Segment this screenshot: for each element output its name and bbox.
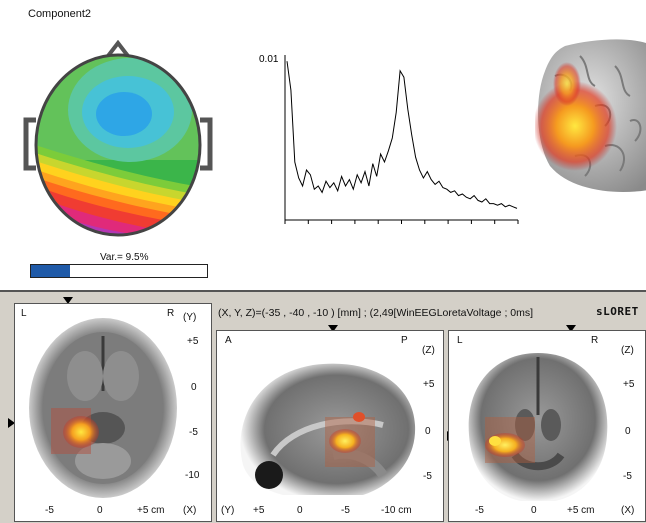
coronal-htick: -5 — [475, 505, 484, 516]
sloreta-brand: sLORET — [596, 305, 639, 318]
coronal-right-label: R — [591, 335, 599, 346]
sagittal-htick: 0 — [297, 505, 303, 516]
coronal-x-marker[interactable] — [566, 325, 576, 332]
sagittal-view[interactable]: A P (Z) +5 0 -5 (Y) +5 0 -5 -10 cm — [216, 330, 444, 522]
axial-axis-v: (Y) — [183, 312, 197, 323]
section-divider — [0, 290, 646, 292]
sagittal-vtick: +5 — [423, 379, 435, 390]
sagittal-vtick: 0 — [425, 426, 431, 437]
coronal-vtick: -5 — [623, 471, 632, 482]
coronal-slice-image — [468, 353, 608, 501]
axial-right-label: R — [167, 308, 175, 319]
coronal-htick: 0 — [531, 505, 537, 516]
spectrum-y-label: 0.01 — [259, 54, 279, 65]
axial-slice-image — [29, 318, 177, 498]
brain-3d-view — [535, 39, 646, 192]
variance-bar — [30, 264, 208, 278]
axial-unit: +5 cm — [137, 505, 165, 516]
variance-bar-fill — [31, 265, 70, 277]
left-ear-marker — [23, 117, 36, 171]
sagittal-slice-image — [240, 363, 416, 495]
sagittal-anterior-label: A — [225, 335, 232, 346]
axial-vtick: +5 — [187, 336, 199, 347]
variance-label: Var.= 9.5% — [100, 252, 149, 263]
sagittal-axis-v: (Z) — [422, 345, 435, 356]
axial-axis-h: (X) — [183, 505, 197, 516]
coronal-unit: +5 cm — [567, 505, 595, 516]
sagittal-axis-h: (Y) — [221, 505, 235, 516]
sagittal-posterior-label: P — [401, 335, 408, 346]
coronal-vtick: 0 — [625, 426, 631, 437]
scalp-topomap — [23, 40, 213, 237]
axial-vtick: 0 — [191, 382, 197, 393]
axial-htick: -5 — [45, 505, 54, 516]
coordinate-readout: (X, Y, Z)=(-35 , -40 , -10 ) [mm] ; (2,4… — [218, 307, 534, 319]
axial-view[interactable]: L R (Y) +5 0 -5 -10 -5 0 +5 cm (X) — [14, 303, 212, 522]
sagittal-htick: -5 — [341, 505, 350, 516]
spectrum-line — [286, 61, 518, 209]
axial-y-marker[interactable] — [8, 418, 15, 428]
coronal-axis-v: (Z) — [621, 345, 634, 356]
coronal-view[interactable]: L R (Z) +5 0 -5 -5 0 +5 cm (X) — [448, 330, 646, 522]
sagittal-htick: -10 cm — [381, 505, 412, 516]
spectrum-chart: 0.01 — [259, 54, 519, 224]
sagittal-y-marker[interactable] — [328, 325, 338, 332]
sagittal-htick: +5 — [253, 505, 265, 516]
axial-vtick: -5 — [189, 427, 198, 438]
component-title: Component2 — [28, 8, 91, 20]
axial-x-marker[interactable] — [63, 297, 73, 304]
axial-vtick: -10 — [185, 470, 200, 481]
coronal-axis-h: (X) — [621, 505, 635, 516]
coronal-vtick: +5 — [623, 379, 635, 390]
axial-left-label: L — [21, 308, 27, 319]
right-ear-marker — [200, 117, 213, 171]
coronal-left-label: L — [457, 335, 463, 346]
sagittal-vtick: -5 — [423, 471, 432, 482]
axial-htick: 0 — [97, 505, 103, 516]
